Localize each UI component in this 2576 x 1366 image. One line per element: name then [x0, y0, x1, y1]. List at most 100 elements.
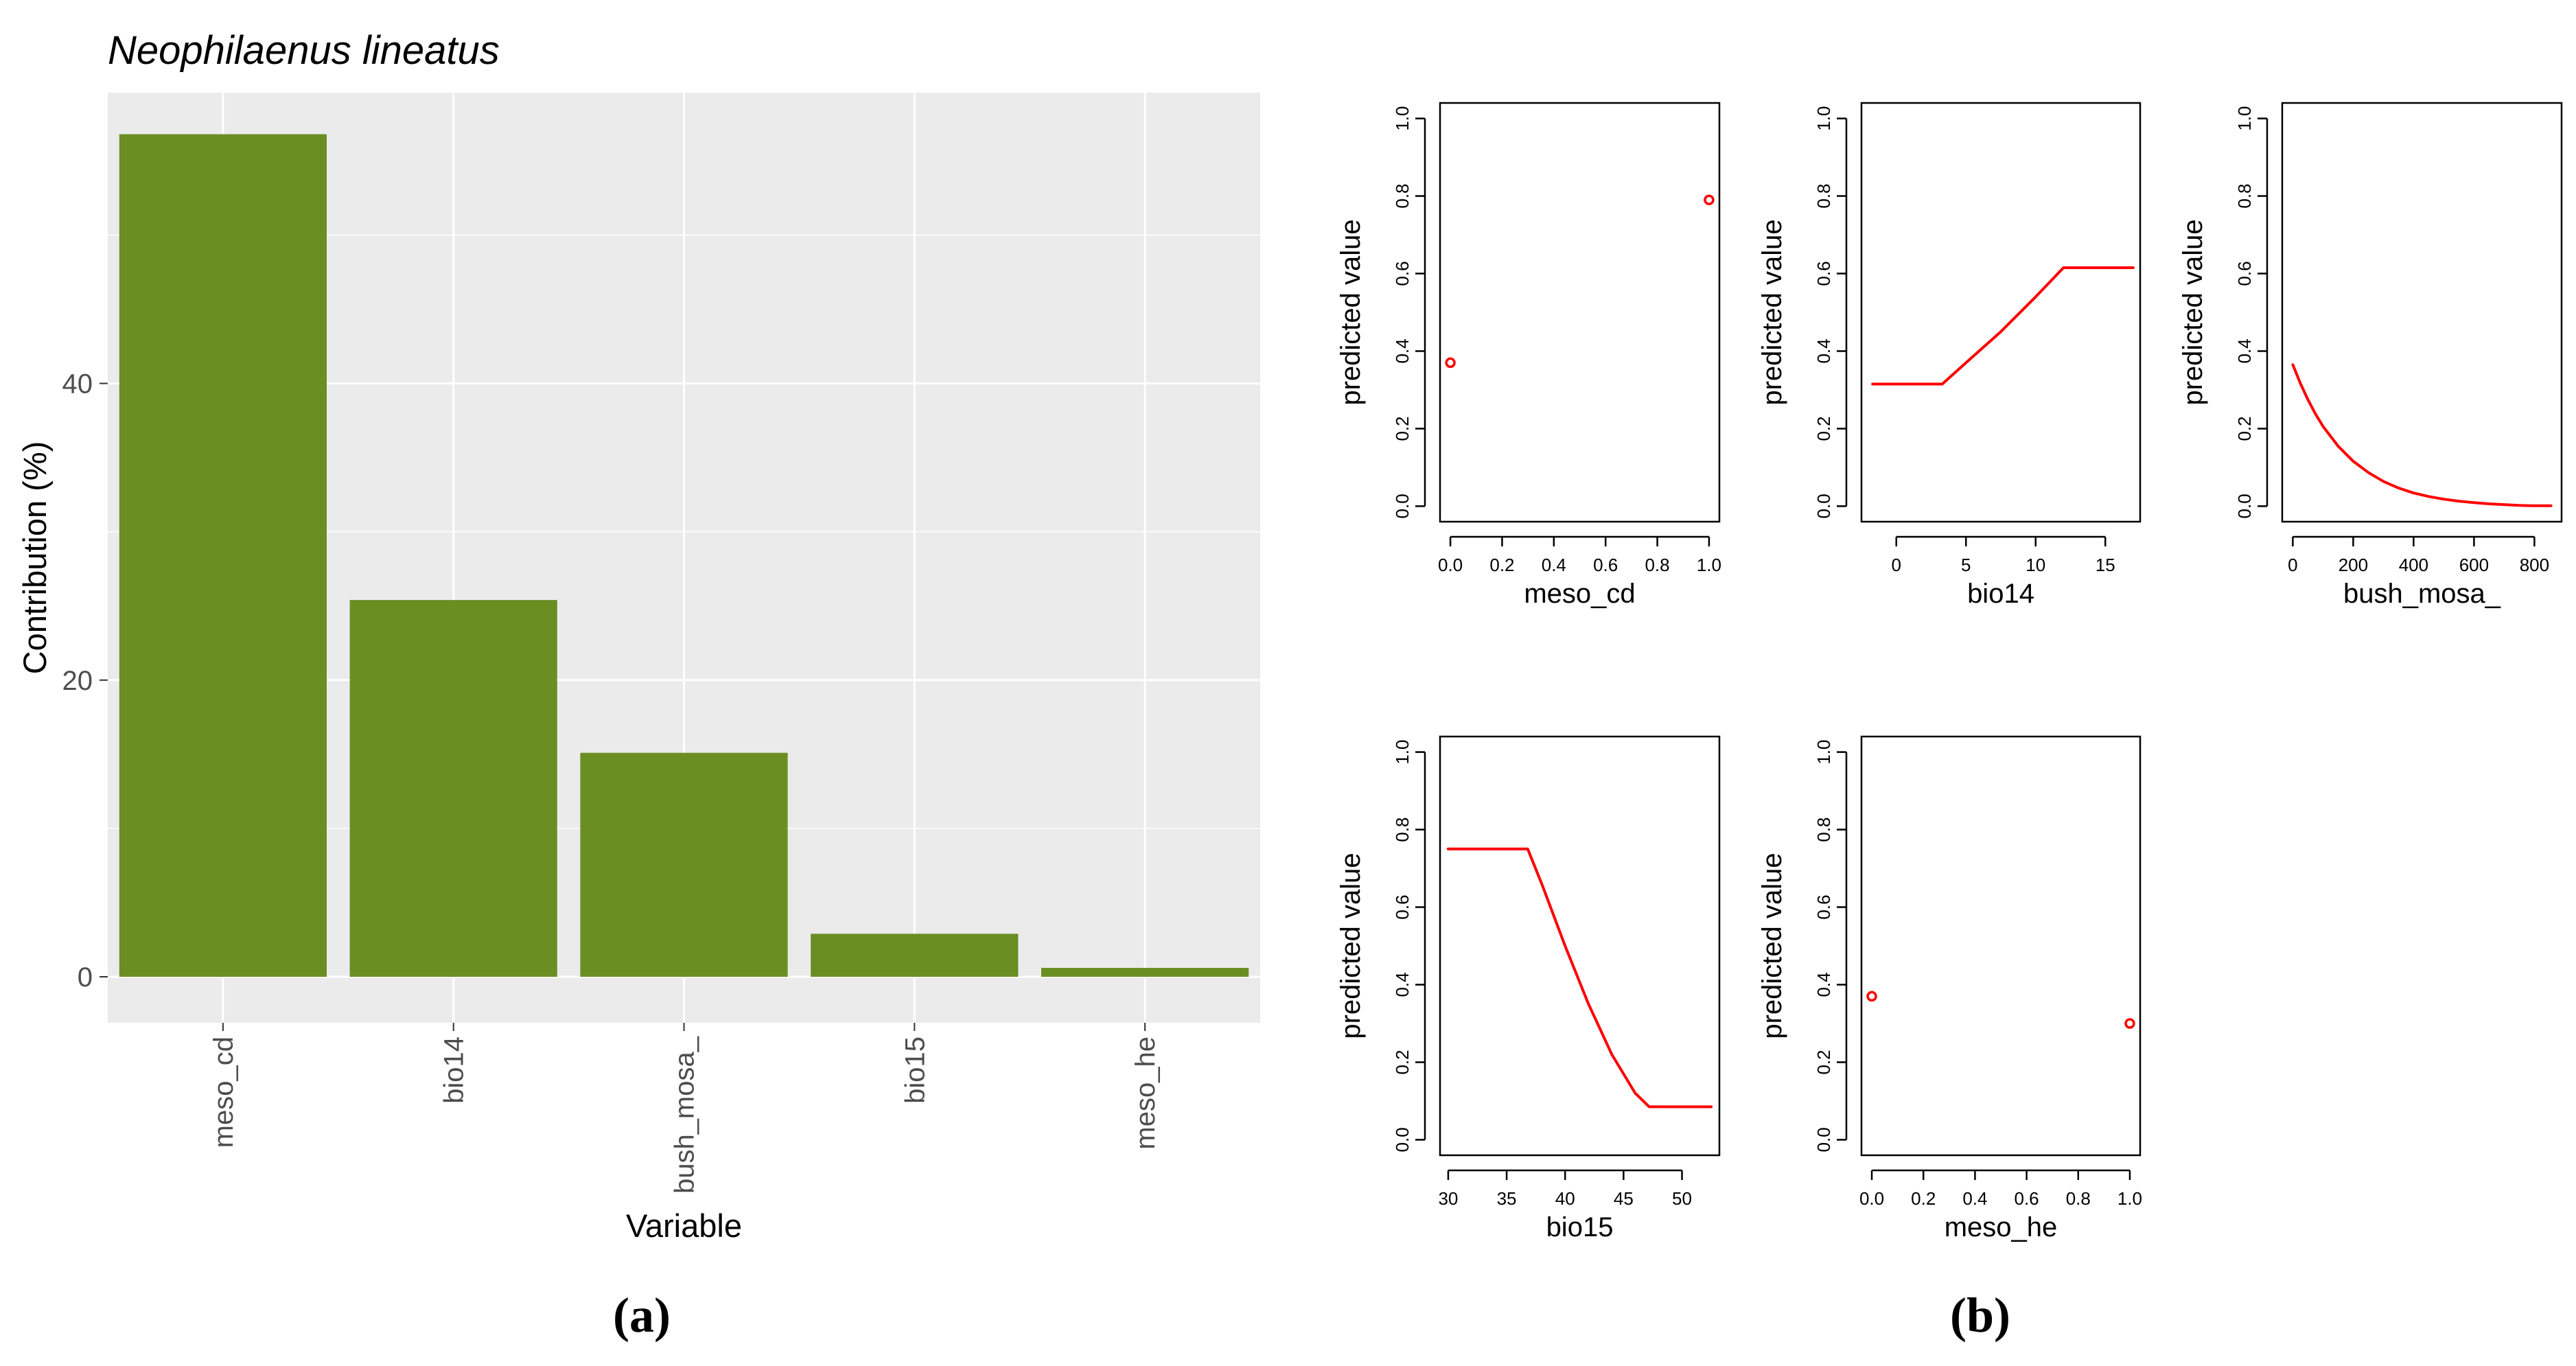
- x-tick-label: bio15: [900, 1037, 930, 1104]
- bar: [580, 752, 788, 977]
- x-tick-label: 1.0: [1697, 555, 1721, 575]
- y-axis-title: predicted value: [1336, 219, 1366, 405]
- x-tick-label: 1.0: [2117, 1188, 2142, 1209]
- x-tick-label: 0.4: [1542, 555, 1566, 575]
- x-tick-label: meso_he: [1130, 1037, 1161, 1150]
- x-tick-label: 45: [1614, 1188, 1634, 1209]
- x-tick-label: 30: [1438, 1188, 1458, 1209]
- y-tick-label: 0.0: [2234, 494, 2255, 518]
- y-tick-label: 0.4: [1392, 338, 1413, 363]
- y-tick-label: 1.0: [1392, 106, 1413, 131]
- y-tick-label: 0: [78, 962, 93, 993]
- plot-box: [2281, 102, 2563, 523]
- y-tick-label: 0.8: [1813, 817, 1834, 842]
- panel-b-response-curves: 0.0 0.2 0.4 0.6 0.8 1.0 0.0 0.2 0.4 0.6 0.8 1.0 meso…: [1336, 102, 2563, 1242]
- x-tick-label: bush_mosa_: [670, 1036, 700, 1194]
- x-tick-label: 0.2: [1911, 1188, 1936, 1209]
- plot-box: [1860, 102, 2142, 523]
- x-tick-label: meso_cd: [209, 1037, 239, 1148]
- response-curve: [1446, 847, 1713, 1109]
- data-point: [1704, 194, 1715, 205]
- y-tick-label: 0.6: [1392, 261, 1413, 286]
- x-tick-label: 0: [1892, 555, 1901, 575]
- y-tick-label: 0.2: [1392, 1050, 1413, 1074]
- x-tick-label: 0.4: [1962, 1188, 1987, 1209]
- y-tick-label: 1.0: [1813, 740, 1834, 765]
- y-tick-label: 0.4: [1813, 972, 1834, 997]
- y-tick-label: 0.2: [1392, 416, 1413, 441]
- x-axis-title: bio14: [1967, 579, 2034, 609]
- bar: [1041, 968, 1249, 977]
- response-plot-bush-mosa: 0 200 400 600 800 0.0 0.2 0.4 0.6 0.8 1.0 bush_mosa…: [2178, 102, 2563, 609]
- response-curve: [2291, 363, 2553, 507]
- y-axis-title: predicted value: [1757, 219, 1787, 405]
- x-tick-label: 200: [2339, 555, 2368, 575]
- x-axis-title: bio15: [1546, 1212, 1614, 1242]
- x-tick-label: 40: [1555, 1188, 1575, 1209]
- x-axis-title: meso_cd: [1524, 579, 1635, 609]
- x-tick-label: 0.6: [1593, 555, 1618, 575]
- y-tick-label: 0.0: [1813, 1127, 1834, 1152]
- y-tick-label: 0.6: [1813, 261, 1834, 286]
- x-tick-label: 50: [1672, 1188, 1692, 1209]
- data-point: [1866, 991, 1877, 1002]
- y-tick-label: 0.4: [1392, 972, 1413, 997]
- x-tick-label: 400: [2399, 555, 2428, 575]
- plot-box: [1860, 735, 2142, 1157]
- x-tick-label: 0.8: [1645, 555, 1669, 575]
- y-tick-label: 1.0: [2234, 106, 2255, 131]
- y-tick-label: 0.2: [1813, 1050, 1834, 1074]
- x-tick-label: 10: [2026, 555, 2045, 575]
- x-tick-label: 0.2: [1489, 555, 1514, 575]
- panel-a-bar-chart: 0 20 40 meso_cd bio14 bush_mosa_ bio15 meso_he N…: [16, 28, 1260, 1244]
- y-tick-label: 0.8: [1392, 183, 1413, 208]
- x-tick-label: 0.0: [1859, 1188, 1884, 1209]
- y-tick-label: 0.0: [1392, 494, 1413, 518]
- y-tick-label: 0.4: [2234, 338, 2255, 363]
- data-point: [2124, 1018, 2135, 1029]
- y-tick-label: 1.0: [1813, 106, 1834, 131]
- y-tick-label: 0.0: [1813, 494, 1834, 518]
- response-plot-bio14: 0 5 10 15 0.0 0.2 0.4 0.6 0.8 1.0 bio14 predicted v…: [1757, 102, 2142, 609]
- plot-box: [1439, 735, 1721, 1157]
- y-tick-label: 0.0: [1392, 1127, 1413, 1152]
- x-tick-label: 15: [2096, 555, 2115, 575]
- y-tick-label: 0.8: [1392, 817, 1413, 842]
- x-tick-label: 800: [2520, 555, 2549, 575]
- response-plot-bio15: 30 35 40 45 50 0.0 0.2 0.4 0.6 0.8 1.0 bio15 predict…: [1336, 735, 1721, 1242]
- x-tick-label: 0.8: [2066, 1188, 2091, 1209]
- y-tick-label: 0.4: [1813, 338, 1834, 363]
- response-curve: [1871, 266, 2135, 386]
- y-tick-label: 20: [62, 666, 93, 696]
- y-tick-label: 0.6: [2234, 261, 2255, 286]
- response-plot-meso-cd: 0.0 0.2 0.4 0.6 0.8 1.0 0.0 0.2 0.4 0.6 0.8 1.0 meso…: [1336, 102, 1721, 609]
- panel-b-caption: (b): [1950, 1288, 2010, 1343]
- x-axis-title: bush_mosa_: [2343, 579, 2501, 609]
- bar: [349, 600, 557, 977]
- panel-a-caption: (a): [613, 1288, 671, 1343]
- x-tick-label: 0: [2288, 555, 2297, 575]
- x-tick-label: 0.0: [1438, 555, 1463, 575]
- y-tick-label: 0.6: [1813, 894, 1834, 919]
- x-tick-label: 35: [1497, 1188, 1517, 1209]
- response-plot-meso-he: 0.0 0.2 0.4 0.6 0.8 1.0 0.0 0.2 0.4 0.6 0.8 1.0 meso…: [1757, 735, 2142, 1242]
- y-axis-title: predicted value: [2178, 219, 2208, 405]
- chart-title: Neophilaenus lineatus: [108, 28, 500, 73]
- bar: [811, 934, 1019, 977]
- y-axis-title: Contribution (%): [16, 441, 53, 675]
- x-axis-title: Variable: [626, 1207, 742, 1244]
- y-tick-label: 40: [62, 369, 93, 400]
- x-tick-label: 0.6: [2015, 1188, 2039, 1209]
- bar: [119, 134, 327, 977]
- y-tick-label: 0.6: [1392, 894, 1413, 919]
- plot-box: [1439, 102, 1721, 523]
- y-axis-title: predicted value: [1336, 853, 1366, 1039]
- x-tick-label: 5: [1961, 555, 1971, 575]
- y-tick-label: 0.2: [2234, 416, 2255, 441]
- y-tick-label: 0.2: [1813, 416, 1834, 441]
- x-tick-label: 600: [2459, 555, 2489, 575]
- y-tick-label: 1.0: [1392, 740, 1413, 765]
- data-point: [1445, 357, 1456, 369]
- x-tick-label: bio14: [439, 1037, 469, 1104]
